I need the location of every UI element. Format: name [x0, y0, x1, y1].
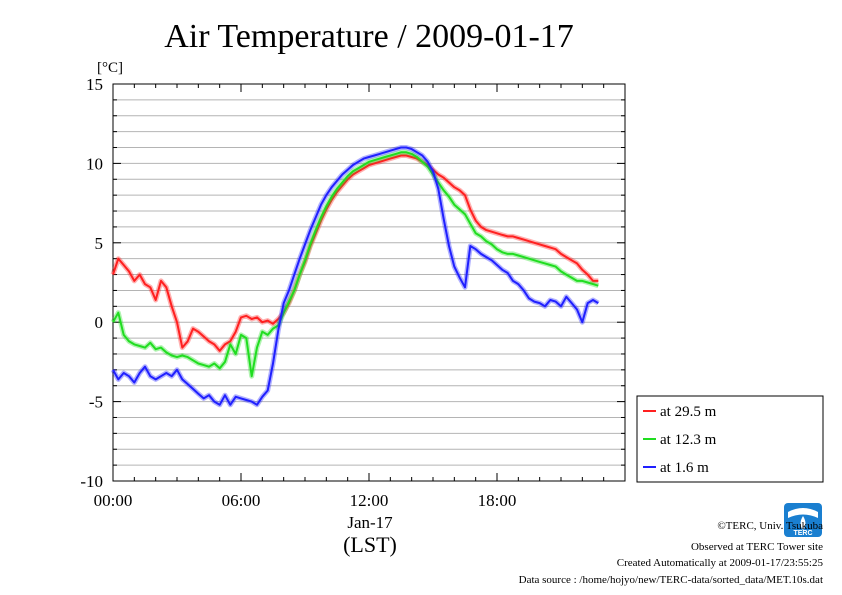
x-tick-label: 06:00 [222, 491, 261, 510]
legend-box [636, 395, 824, 483]
legend-label-29-5m: at 29.5 m [660, 404, 717, 420]
series-line-0 [112, 154, 599, 352]
grid-lines [113, 99, 625, 466]
y-tick-label: 5 [95, 234, 104, 253]
series-halo-0 [110, 153, 599, 354]
x-axis-date-label: Jan-17 [347, 513, 393, 532]
footer-copyright: ©TERC, Univ. Tsukuba [717, 520, 823, 532]
footer-observed: Observed at TERC Tower site [691, 541, 823, 553]
x-tick-label: 18:00 [478, 491, 517, 510]
series-line-1 [112, 151, 599, 378]
logo-text: TERC [793, 530, 812, 537]
series-halo-2 [110, 145, 600, 408]
terc-logo: TERC [784, 503, 822, 537]
logo-drop-icon [800, 516, 806, 530]
logo-wave-icon [788, 508, 818, 518]
legend-label-1-6m: at 1.6 m [660, 460, 709, 476]
y-tick-label: 10 [86, 154, 103, 173]
y-tick-label: -5 [89, 393, 103, 412]
footer-created: Created Automatically at 2009-01-17/23:5… [617, 557, 824, 569]
series-line-2 [112, 146, 599, 406]
plot-frame [112, 83, 626, 482]
x-axis-unit-label: (LST) [343, 532, 397, 557]
y-tick-label: 0 [95, 313, 104, 332]
y-axis-label: [°C] [97, 60, 123, 76]
chart-title: Air Temperature / 2009-01-17 [164, 18, 574, 55]
y-tick-label: 15 [86, 75, 103, 94]
data-series [110, 145, 600, 408]
footer-source: Data source : /home/hojyo/new/TERC-data/… [519, 574, 823, 586]
y-tick-label: -10 [80, 472, 103, 491]
x-tick-label: 12:00 [350, 491, 389, 510]
legend: at 29.5 m at 12.3 m at 1.6 m [636, 395, 824, 483]
x-tick-label: 00:00 [94, 491, 133, 510]
legend-label-12-3m: at 12.3 m [660, 432, 717, 448]
